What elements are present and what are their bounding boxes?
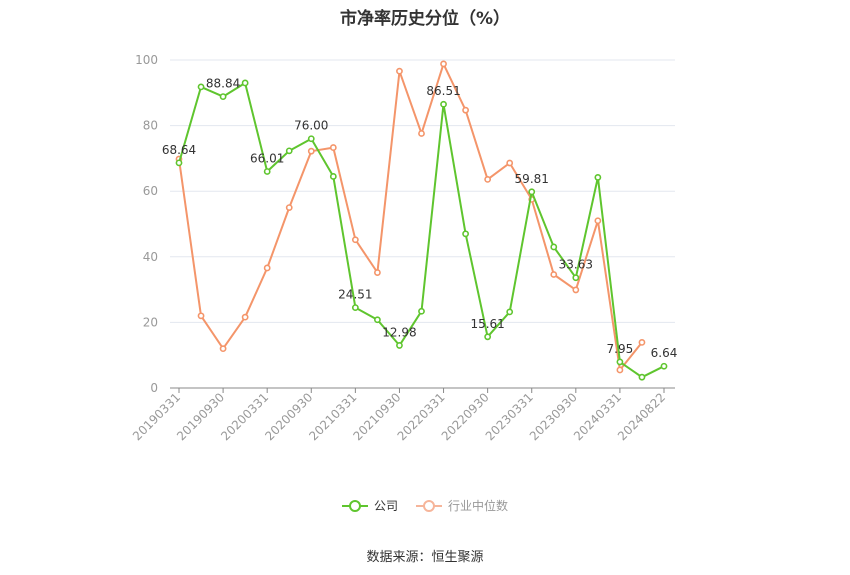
data-label: 59.81 <box>515 172 549 186</box>
data-point <box>307 147 315 155</box>
data-point <box>219 345 227 353</box>
data-point <box>550 271 558 278</box>
data-point <box>440 60 447 68</box>
y-tick-label: 60 <box>143 184 158 198</box>
data-label: 88.84 <box>206 77 240 91</box>
series-line-industry <box>178 62 643 371</box>
y-tick-label: 80 <box>143 119 158 133</box>
data-point <box>241 79 249 87</box>
data-point <box>396 342 403 349</box>
data-point <box>462 230 469 238</box>
data-point <box>197 312 205 320</box>
data-label: 12.98 <box>382 325 416 339</box>
data-label: 66.01 <box>250 151 284 165</box>
legend-industry-marker-icon <box>416 499 442 513</box>
y-tick-label: 0 <box>150 381 158 395</box>
data-point <box>506 159 514 167</box>
data-point <box>329 144 337 151</box>
data-point <box>484 175 492 183</box>
data-point <box>572 286 580 294</box>
data-point <box>440 100 447 108</box>
legend-company-marker-icon <box>341 499 368 513</box>
data-point <box>351 304 359 312</box>
data-point <box>263 264 271 272</box>
data-point <box>550 243 558 251</box>
data-label: 86.51 <box>426 84 460 98</box>
data-label: 33.63 <box>559 258 593 272</box>
data-point <box>307 135 315 143</box>
x-tick-label: 20240822 <box>615 390 668 443</box>
data-point <box>396 67 403 75</box>
data-point <box>285 204 293 211</box>
data-point <box>638 373 646 381</box>
series-line-company <box>178 82 665 379</box>
series <box>175 60 668 381</box>
data-point <box>616 358 624 366</box>
grid-lines <box>170 59 675 323</box>
data-point <box>285 147 293 155</box>
data-label: 76.00 <box>294 119 328 133</box>
data-point <box>594 174 602 181</box>
data-point <box>374 316 381 324</box>
data-point <box>175 159 183 167</box>
legend: 公司 行业中位数 <box>0 497 850 514</box>
chart-title: 市净率历史分位（%） <box>339 9 511 29</box>
data-point <box>263 168 271 175</box>
data-point <box>351 236 359 244</box>
data-source: 数据来源：恒生聚源 <box>366 550 484 565</box>
data-point <box>594 217 602 225</box>
data-point <box>329 173 337 180</box>
data-point <box>616 366 624 374</box>
data-point <box>418 130 425 137</box>
legend-industry-label: 行业中位数 <box>448 499 509 513</box>
data-point <box>638 339 646 346</box>
data-point <box>506 308 514 316</box>
data-label: 68.64 <box>162 143 196 157</box>
legend-item-industry[interactable]: 行业中位数 <box>416 497 508 514</box>
data-point <box>484 333 492 341</box>
data-point <box>660 362 668 370</box>
data-label: 24.51 <box>338 288 372 302</box>
data-point <box>418 307 425 315</box>
y-tick-label: 40 <box>143 250 158 264</box>
data-point <box>528 188 536 196</box>
data-point <box>219 93 227 101</box>
data-label: 15.61 <box>470 317 504 331</box>
data-labels: 68.64 88.84 66.01 76.00 24.51 12.98 86.51 15.61… <box>162 77 678 361</box>
axes: 0204060801002019033120190930202003312020… <box>130 53 675 443</box>
data-point <box>241 313 249 321</box>
data-point <box>374 269 381 276</box>
data-label: 6.64 <box>651 346 678 360</box>
data-point <box>462 106 469 114</box>
y-tick-label: 100 <box>135 53 158 67</box>
data-point <box>572 274 580 282</box>
data-label: 7.95 <box>607 342 634 356</box>
y-tick-label: 20 <box>143 315 158 329</box>
legend-company-label: 公司 <box>373 499 398 513</box>
data-point <box>197 83 205 91</box>
legend-item-company[interactable]: 公司 <box>341 497 398 514</box>
